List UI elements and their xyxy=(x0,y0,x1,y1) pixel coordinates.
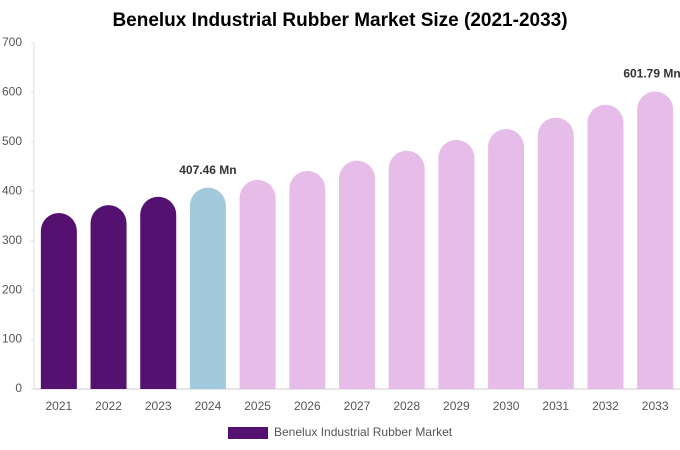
x-tick-label: 2030 xyxy=(493,399,520,413)
bar xyxy=(537,117,574,389)
y-tick-label: 600 xyxy=(2,85,22,99)
x-tick-label: 2033 xyxy=(642,399,669,413)
bar xyxy=(40,213,77,389)
bar xyxy=(388,150,425,389)
y-tick-label: 100 xyxy=(2,332,22,346)
x-tick-label: 2028 xyxy=(393,399,420,413)
x-tick-label: 2027 xyxy=(344,399,371,413)
bar xyxy=(90,205,127,389)
x-tick-label: 2025 xyxy=(244,399,271,413)
bar xyxy=(140,196,177,389)
x-tick-label: 2026 xyxy=(294,399,321,413)
x-tick-label: 2024 xyxy=(195,399,222,413)
x-tick-label: 2032 xyxy=(592,399,619,413)
value-label: 601.79 Mn xyxy=(623,67,680,81)
y-tick-label: 0 xyxy=(15,381,22,395)
x-tick-label: 2023 xyxy=(145,399,172,413)
x-tick-label: 2031 xyxy=(542,399,569,413)
bar xyxy=(438,139,475,389)
legend-label: Benelux Industrial Rubber Market xyxy=(274,425,453,439)
bar xyxy=(587,104,624,390)
value-label: 407.46 Mn xyxy=(179,163,236,177)
chart-title: Benelux Industrial Rubber Market Size (2… xyxy=(112,10,567,31)
bar xyxy=(239,179,276,389)
legend-swatch xyxy=(228,427,268,439)
x-tick-label: 2022 xyxy=(95,399,122,413)
bar xyxy=(189,187,226,389)
y-tick-label: 400 xyxy=(2,183,22,197)
x-tick-label: 2021 xyxy=(45,399,72,413)
y-tick-label: 200 xyxy=(2,282,22,296)
bar xyxy=(637,91,674,390)
y-tick-label: 500 xyxy=(2,134,22,148)
x-tick-label: 2029 xyxy=(443,399,470,413)
y-tick-label: 700 xyxy=(2,35,22,49)
y-tick-label: 300 xyxy=(2,233,22,247)
bar xyxy=(339,160,375,389)
bar xyxy=(289,171,326,389)
bar xyxy=(488,129,525,389)
